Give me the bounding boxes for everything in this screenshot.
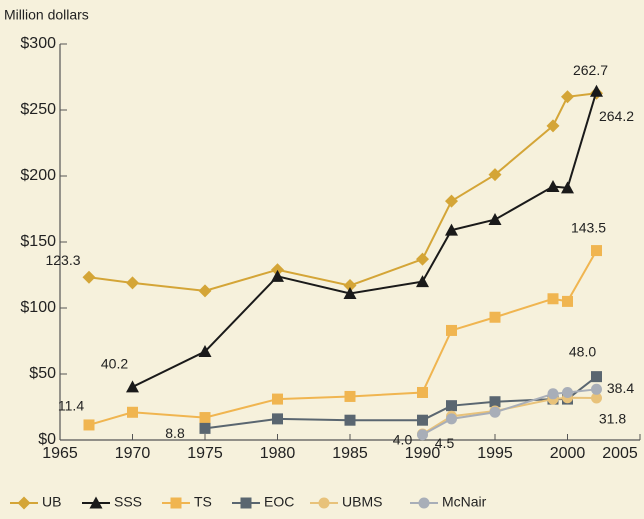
point xyxy=(445,223,458,236)
point xyxy=(271,263,284,277)
point xyxy=(591,383,602,395)
point xyxy=(561,90,574,104)
data-label: 4.0 xyxy=(393,431,413,447)
point xyxy=(546,119,560,133)
point xyxy=(591,245,602,257)
point xyxy=(591,371,602,383)
legend-label: McNair xyxy=(442,494,487,510)
data-label: 4.5 xyxy=(435,435,455,451)
point xyxy=(416,252,429,266)
legend-label: TS xyxy=(194,494,212,510)
x-tick-label: 2005 xyxy=(602,445,638,462)
legend-marker xyxy=(170,497,182,509)
data-label: 11.4 xyxy=(58,398,84,414)
series-line xyxy=(88,92,597,292)
data-label: 31.8 xyxy=(599,411,626,427)
x-tick-label: 1995 xyxy=(477,445,513,462)
x-tick-label: 1985 xyxy=(332,445,368,462)
y-tick-label: $300 xyxy=(20,35,56,52)
point xyxy=(562,295,573,307)
legend-marker xyxy=(89,496,103,509)
point xyxy=(343,279,357,293)
point xyxy=(445,194,458,208)
point xyxy=(83,419,95,431)
point xyxy=(446,400,457,412)
legend-label: EOC xyxy=(264,494,294,510)
point xyxy=(546,180,560,193)
point xyxy=(344,390,356,402)
point xyxy=(126,276,139,290)
series-line xyxy=(88,250,598,426)
data-label: 8.8 xyxy=(165,425,185,441)
x-tick-label: 1965 xyxy=(42,445,78,462)
point xyxy=(590,84,603,97)
legend-marker xyxy=(17,496,31,510)
x-tick-label: 1980 xyxy=(260,445,296,462)
point xyxy=(417,429,428,441)
legend-marker xyxy=(240,497,252,509)
legend-marker xyxy=(418,497,430,509)
point xyxy=(272,393,283,405)
data-label: 48.0 xyxy=(569,343,596,359)
x-tick-label: 2000 xyxy=(550,445,586,462)
point xyxy=(198,345,212,358)
point xyxy=(489,406,501,418)
point xyxy=(547,388,559,400)
y-tick-label: $200 xyxy=(20,167,56,184)
series-line xyxy=(132,90,598,388)
point xyxy=(344,414,356,426)
point xyxy=(199,422,211,434)
point xyxy=(198,284,212,298)
data-label: 143.5 xyxy=(571,219,606,235)
y-tick-label: $100 xyxy=(20,299,56,316)
y-tick-label: $50 xyxy=(29,365,56,382)
point xyxy=(489,311,501,323)
point xyxy=(417,414,428,426)
point xyxy=(446,324,457,336)
x-tick-label: 1975 xyxy=(187,445,223,462)
point xyxy=(417,386,428,398)
point xyxy=(489,396,501,408)
y-tick-label: $0 xyxy=(38,431,56,448)
x-tick-label: 1970 xyxy=(115,445,151,462)
point xyxy=(446,413,457,425)
legend-label: UB xyxy=(42,494,61,510)
data-label: 262.7 xyxy=(573,62,608,78)
point xyxy=(199,412,211,424)
point xyxy=(127,406,138,418)
data-label: 264.2 xyxy=(599,108,634,124)
point xyxy=(82,270,96,284)
legend-label: UBMS xyxy=(342,494,382,510)
y-axis-label: Million dollars xyxy=(4,7,89,23)
point xyxy=(343,286,357,299)
point xyxy=(126,380,139,393)
point xyxy=(547,293,559,305)
y-tick-label: $250 xyxy=(20,101,56,118)
point xyxy=(272,413,283,425)
x-tick-label: 1990 xyxy=(405,445,441,462)
point xyxy=(488,213,502,226)
point xyxy=(561,181,574,194)
data-label: 38.4 xyxy=(607,380,634,396)
point xyxy=(591,392,602,404)
data-label: 40.2 xyxy=(101,356,128,372)
point xyxy=(271,269,284,282)
legend-label: SSS xyxy=(114,494,142,510)
point xyxy=(488,168,502,182)
legend-marker xyxy=(318,497,330,509)
y-tick-label: $150 xyxy=(20,233,56,250)
data-label: 123.3 xyxy=(45,252,80,268)
point xyxy=(562,386,573,398)
point xyxy=(416,275,429,288)
